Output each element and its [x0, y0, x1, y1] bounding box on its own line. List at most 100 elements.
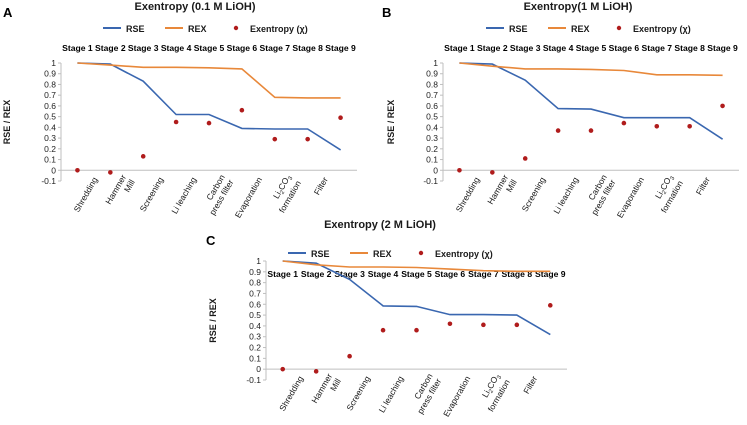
stage-label: Stage 1	[267, 269, 298, 279]
exentropy-point	[720, 103, 725, 109]
stage-label: Stage 2	[477, 43, 508, 53]
exentropy-point	[555, 128, 561, 133]
y-tick-label: 0.1	[426, 155, 438, 165]
stage-label: Stage 9	[325, 43, 356, 53]
stage-label: Stage 5	[194, 43, 225, 53]
y-tick-label: 1	[433, 58, 438, 68]
category-label: Screening	[344, 374, 372, 412]
y-tick-label: 1	[51, 58, 56, 68]
legend-swatch-exentropy	[616, 25, 622, 31]
chart-title: Exentropy (0.1 M LiOH)	[134, 1, 255, 13]
y-axis-label: RSE / REX	[2, 100, 12, 145]
stage-label: Stage 1	[444, 43, 475, 53]
y-tick-label: 0.3	[44, 133, 56, 143]
y-tick-label: 0.4	[426, 122, 438, 132]
stage-label: Stage 7	[468, 269, 499, 279]
chart-legend: RSE REX Exentropy (χ)	[288, 249, 493, 259]
category-label: Carbonpress filter	[406, 371, 443, 415]
category-label: Carbonpress filter	[199, 173, 236, 217]
exentropy-point	[347, 353, 352, 359]
chart-panel-a: A Exentropy (0.1 M LiOH) RSE REX Exentropy (…	[2, 1, 357, 220]
stage-label: Stage 8	[502, 269, 533, 279]
y-tick-label: 0.2	[44, 144, 56, 154]
stage-label: Stage 4	[161, 43, 192, 53]
legend-label: RSE	[311, 249, 330, 259]
stage-label: Stage 3	[510, 43, 541, 53]
legend-label: Exentropy (χ)	[250, 24, 308, 34]
stage-label: Stage 9	[707, 43, 738, 53]
y-tick-label: 0.7	[44, 90, 56, 100]
y-tick-label: 0.2	[249, 343, 261, 353]
y-tick-label: 0.9	[249, 267, 261, 277]
exentropy-point	[481, 322, 486, 328]
category-label: Shredding	[454, 175, 482, 214]
stage-label: Stage 9	[535, 269, 566, 279]
category-label: Li2CO3formation	[266, 172, 303, 214]
exentropy-point	[108, 170, 113, 175]
stage-label: Stage 7	[641, 43, 672, 53]
y-tick-label: 0.1	[44, 155, 56, 165]
legend-swatch-exentropy	[233, 25, 239, 31]
stage-label: Stage 3	[128, 43, 159, 53]
exentropy-point	[447, 321, 453, 327]
chart-title: Exentropy (2 M LiOH)	[324, 219, 436, 231]
stage-label: Stage 4	[543, 43, 574, 53]
exentropy-point	[305, 136, 310, 142]
series-line-rse	[282, 260, 551, 336]
y-tick-label: 0.6	[426, 101, 438, 111]
series-line-rex	[459, 62, 723, 77]
category-label: Shredding	[277, 374, 305, 413]
legend-label: REX	[188, 24, 207, 34]
exentropy-point	[272, 136, 278, 142]
y-tick-label: 0.7	[426, 90, 438, 100]
exentropy-point	[654, 123, 660, 129]
y-tick-label: 0.6	[249, 299, 261, 309]
exentropy-point	[75, 167, 80, 173]
stage-label: Stage 8	[292, 43, 323, 53]
y-tick-label: 0.8	[426, 79, 438, 89]
y-tick-label: 0.4	[249, 321, 261, 331]
series-line-rse	[459, 62, 724, 140]
legend-label: REX	[571, 24, 590, 34]
category-label: Filter	[694, 175, 712, 197]
y-tick-label: 0.1	[249, 353, 261, 363]
y-tick-label: 0	[433, 165, 438, 175]
stage-label: Stage 3	[334, 269, 365, 279]
y-tick-label: 0.8	[44, 79, 56, 89]
y-axis-label: RSE / REX	[208, 298, 218, 343]
exentropy-point	[547, 303, 553, 308]
y-tick-label: 0.4	[44, 122, 56, 132]
legend-label: Exentropy (χ)	[435, 249, 493, 259]
exentropy-point	[621, 120, 627, 126]
y-tick-label: 0.5	[426, 112, 438, 122]
category-label: Carbonpress filter	[581, 173, 618, 217]
chart-panel-b: B Exentropy(1 M LiOH) RSE REX Exentropy (χ) S…	[382, 1, 739, 220]
y-tick-label: 0.9	[44, 69, 56, 79]
legend-label: REX	[373, 249, 392, 259]
exentropy-point	[338, 115, 343, 121]
category-label: HammerMill	[485, 173, 519, 211]
y-tick-label: 0.7	[249, 288, 261, 298]
stage-label: Stage 4	[368, 269, 399, 279]
category-label: Screening	[520, 175, 548, 213]
panel-letter: B	[382, 5, 391, 20]
y-tick-label: 0.5	[249, 310, 261, 320]
category-label: HammerMill	[309, 372, 343, 410]
exentropy-point	[588, 128, 594, 133]
y-tick-label: 1	[256, 256, 261, 266]
y-tick-label: 0.9	[426, 69, 438, 79]
exentropy-point	[490, 170, 495, 175]
category-label: HammerMill	[103, 173, 137, 211]
legend-swatch-exentropy	[418, 250, 424, 256]
exentropy-point	[313, 369, 319, 374]
y-tick-label: -0.1	[246, 375, 261, 385]
y-tick-label: 0	[256, 364, 261, 374]
category-label: Li leaching	[377, 374, 406, 414]
series-line-rex	[77, 62, 341, 99]
panel-letter: C	[206, 233, 216, 248]
exentropy-point	[239, 107, 245, 113]
chart-title: Exentropy(1 M LiOH)	[524, 1, 633, 13]
category-label: Evaporation	[233, 175, 264, 220]
y-tick-label: 0.6	[44, 101, 56, 111]
